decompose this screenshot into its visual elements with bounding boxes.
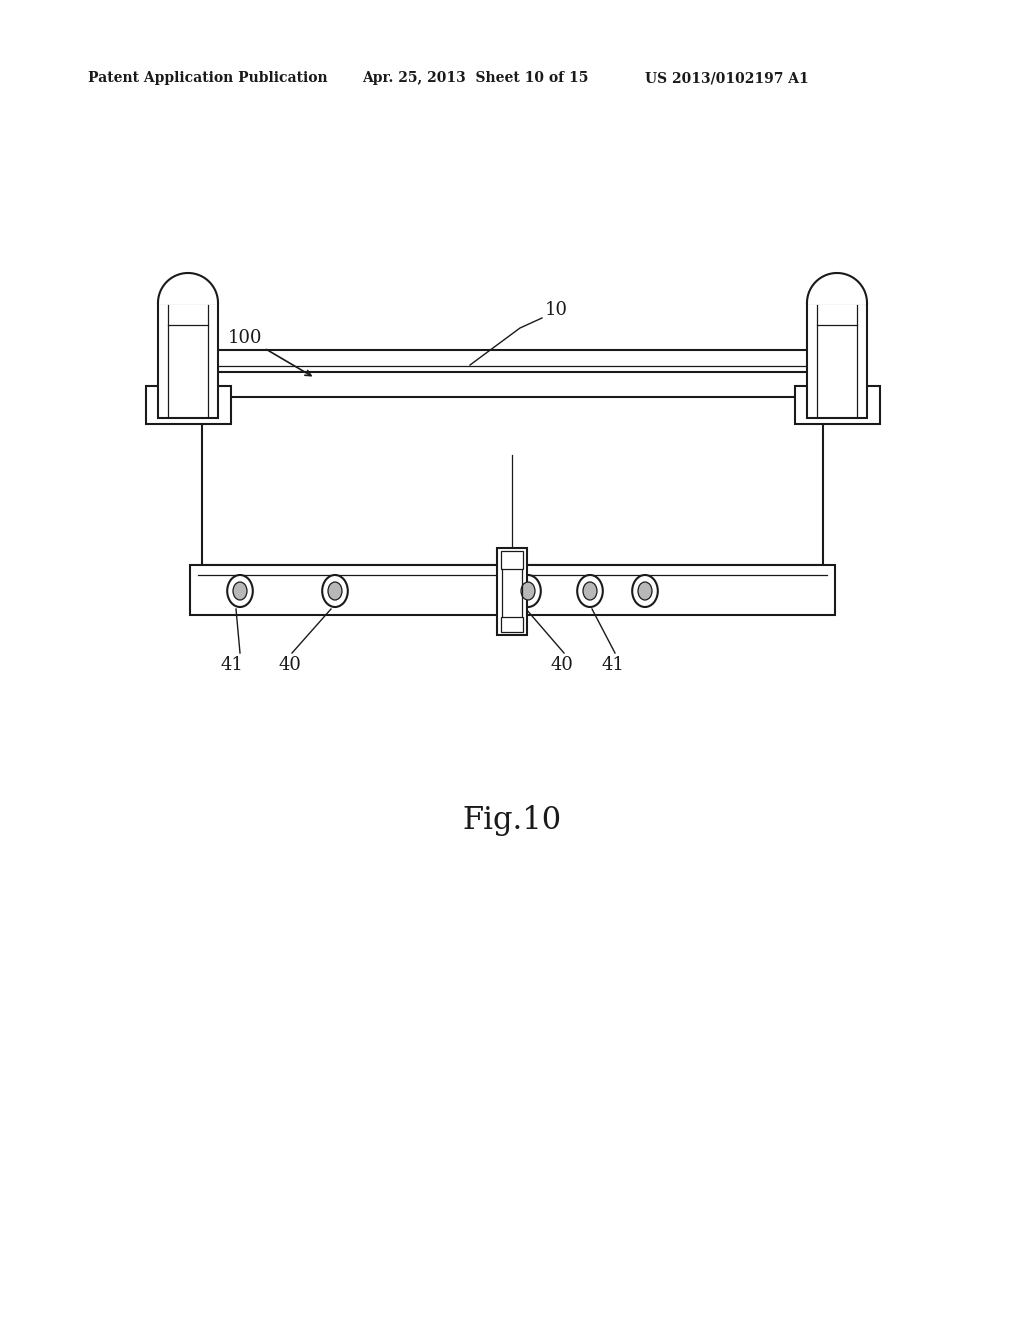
Ellipse shape	[583, 582, 597, 601]
Polygon shape	[807, 273, 867, 304]
Text: 100: 100	[227, 329, 262, 347]
Ellipse shape	[328, 582, 342, 601]
Ellipse shape	[323, 576, 348, 607]
Text: 40: 40	[279, 656, 301, 675]
Ellipse shape	[638, 582, 652, 601]
Text: 40: 40	[551, 656, 573, 675]
Bar	[807, 304, 867, 418]
Ellipse shape	[521, 582, 535, 601]
Text: US 2013/0102197 A1: US 2013/0102197 A1	[645, 71, 809, 84]
Text: 41: 41	[220, 656, 244, 675]
Text: 41: 41	[601, 656, 625, 675]
Bar	[501, 616, 523, 632]
Ellipse shape	[515, 576, 541, 607]
Ellipse shape	[233, 582, 247, 601]
Bar	[795, 385, 880, 424]
Ellipse shape	[632, 576, 657, 607]
Text: Patent Application Publication: Patent Application Publication	[88, 71, 328, 84]
Bar	[205, 350, 820, 372]
Text: 10: 10	[545, 301, 568, 319]
Ellipse shape	[578, 576, 603, 607]
Text: Apr. 25, 2013  Sheet 10 of 15: Apr. 25, 2013 Sheet 10 of 15	[362, 71, 589, 84]
Bar	[158, 304, 218, 418]
Bar	[145, 385, 230, 424]
Text: Fig.10: Fig.10	[463, 804, 561, 836]
Ellipse shape	[227, 576, 253, 607]
Polygon shape	[158, 273, 218, 304]
Bar	[202, 397, 823, 565]
Bar	[190, 565, 835, 615]
Bar	[497, 548, 527, 635]
Bar	[210, 370, 815, 565]
Bar	[501, 550, 523, 569]
